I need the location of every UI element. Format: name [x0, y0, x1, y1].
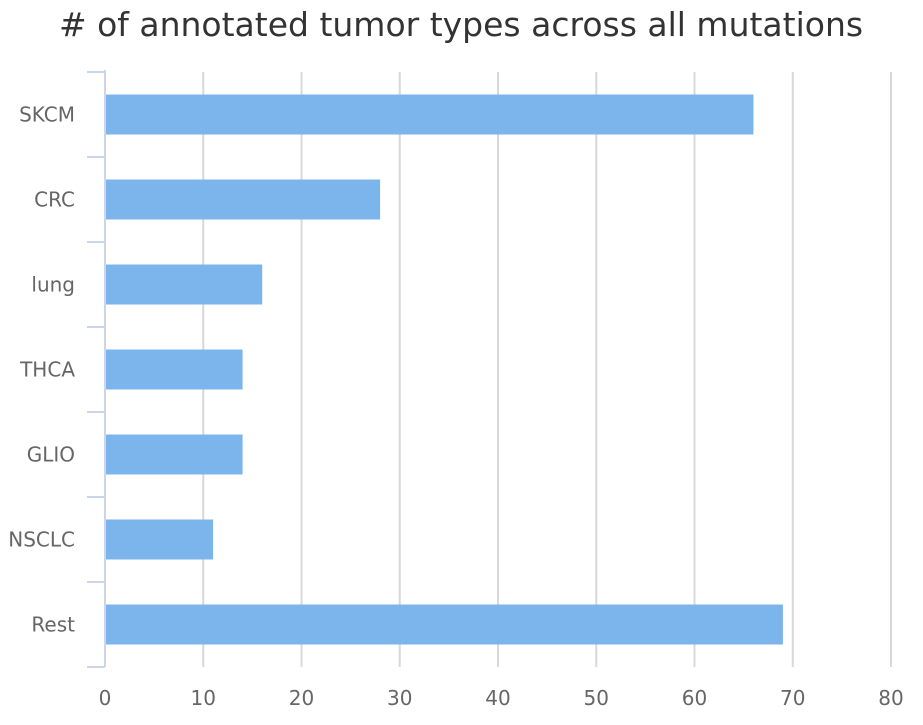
bar-crc	[106, 179, 381, 220]
x-tick-label-0: 0	[99, 686, 112, 710]
gridlines	[202, 72, 892, 667]
x-tick-label-50: 50	[584, 686, 609, 710]
x-tick-label-30: 30	[387, 686, 412, 710]
y-tick-label-thca: THCA	[19, 358, 75, 382]
x-tick-label-60: 60	[682, 686, 707, 710]
x-tick-label-20: 20	[289, 686, 314, 710]
x-tick-label-40: 40	[485, 686, 510, 710]
bars	[106, 94, 783, 645]
y-tick-label-crc: CRC	[34, 188, 75, 212]
bar-glio	[106, 434, 243, 475]
y-tick-label-nsclc: NSCLC	[8, 528, 75, 552]
y-tick-label-skcm: SKCM	[19, 103, 75, 127]
x-tick-label-10: 10	[191, 686, 216, 710]
bar-nsclc	[106, 519, 214, 560]
bar-thca	[106, 349, 243, 390]
x-tick-label-70: 70	[780, 686, 805, 710]
bar-rest	[106, 604, 783, 645]
y-tick-label-rest: Rest	[31, 613, 75, 637]
chart-title: # of annotated tumor types across all mu…	[59, 5, 863, 44]
axes	[87, 70, 106, 668]
bar-lung	[106, 264, 263, 305]
y-tick-label-glio: GLIO	[27, 443, 75, 467]
bar-skcm	[106, 94, 754, 135]
tick-labels: 0 10 20 30 40 50 60 70 80 SKCM CRC lung THCA GLIO NSCL…	[8, 103, 903, 711]
x-tick-label-80: 80	[878, 686, 903, 710]
y-tick-label-lung: lung	[31, 273, 75, 297]
